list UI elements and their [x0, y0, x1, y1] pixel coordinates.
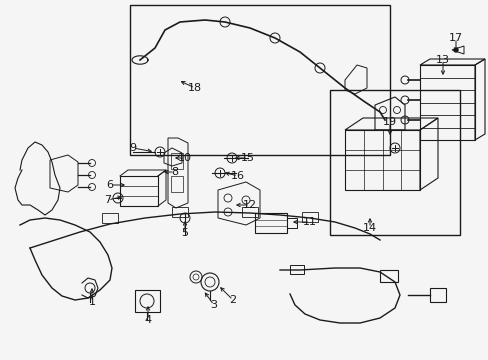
Text: 18: 18: [187, 83, 202, 93]
Bar: [345, 130, 419, 190]
Text: 16: 16: [230, 171, 244, 181]
Bar: [242, 207, 258, 217]
Text: 8: 8: [171, 167, 178, 177]
Bar: [135, 290, 160, 312]
Bar: [379, 270, 397, 282]
Text: 9: 9: [129, 143, 136, 153]
Bar: [429, 288, 445, 302]
Bar: [171, 176, 183, 192]
Bar: [102, 213, 118, 223]
Text: 4: 4: [144, 315, 151, 325]
Bar: [120, 176, 158, 206]
Text: 19: 19: [382, 117, 396, 127]
Text: 13: 13: [435, 55, 449, 65]
Text: 10: 10: [178, 153, 192, 163]
Bar: [289, 265, 304, 274]
Bar: [302, 212, 317, 222]
Text: 5: 5: [181, 228, 188, 238]
Bar: [329, 90, 459, 235]
Circle shape: [453, 48, 457, 52]
Text: 14: 14: [362, 223, 376, 233]
Text: 3: 3: [210, 300, 217, 310]
Text: 2: 2: [229, 295, 236, 305]
Text: 12: 12: [243, 200, 257, 210]
Bar: [286, 218, 296, 228]
Text: 6: 6: [106, 180, 113, 190]
Text: 17: 17: [448, 33, 462, 43]
Text: 15: 15: [241, 153, 254, 163]
Bar: [419, 65, 474, 140]
Text: 1: 1: [88, 297, 95, 307]
Bar: [130, 5, 389, 155]
Bar: [254, 213, 286, 233]
Text: 7: 7: [104, 195, 111, 205]
Bar: [172, 207, 187, 217]
Text: 11: 11: [303, 217, 316, 227]
Bar: [171, 153, 183, 169]
